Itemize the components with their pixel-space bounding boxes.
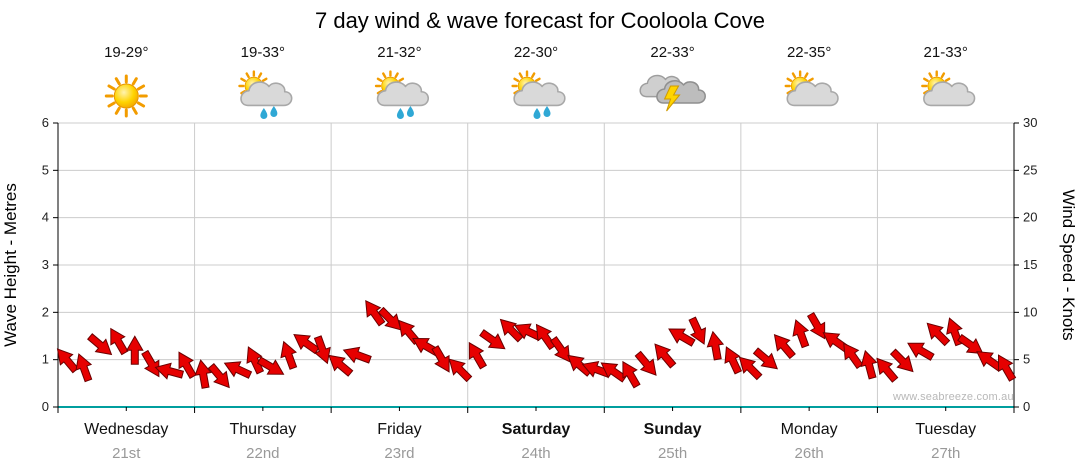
watermark: www.seabreeze.com.au [893,391,1014,403]
day-temp-range: 21-32° [377,44,421,61]
day-temp-range: 22-30° [514,44,558,61]
left-axis-tick: 0 [42,399,49,414]
weather-icon-sun-cloud-rain [238,70,293,119]
left-axis-tick: 4 [42,210,49,225]
day-temp-range: 22-35° [787,44,831,61]
chart-title: 7 day wind & wave forecast for Cooloola … [314,8,765,33]
right-axis-title: Wind Speed - Knots [1059,189,1078,340]
left-axis-title: Wave Height - Metres [1,183,20,347]
weather-icon-sun-cloud [784,70,839,107]
left-axis-tick: 1 [42,352,49,367]
weather-icon-sun-cloud-rain [511,70,566,119]
left-axis-tick: 6 [42,115,49,130]
day-date: 25th [658,445,687,462]
left-axis-tick: 3 [42,257,49,272]
weather-icon-sunny [104,74,148,118]
right-axis-tick: 30 [1023,115,1037,130]
day-date: 27th [931,445,960,462]
weather-icon-sun-cloud-rain [374,70,430,119]
left-axis-tick: 5 [42,162,49,177]
day-name: Monday [781,421,838,438]
right-axis-tick: 5 [1023,352,1030,367]
right-axis-tick: 25 [1023,162,1037,177]
day-date: 23rd [384,445,414,462]
day-date: 22nd [246,445,279,462]
day-temp-range: 21-33° [924,44,968,61]
day-date: 26th [795,445,824,462]
weather-icon-sun-cloud [921,70,976,107]
day-temp-range: 22-33° [650,44,694,61]
right-axis-tick: 15 [1023,257,1037,272]
right-axis-tick: 0 [1023,399,1030,414]
wind-arrow-series [56,300,1017,389]
day-name: Tuesday [915,421,976,438]
day-name: Saturday [502,421,571,438]
right-axis-tick: 10 [1023,304,1037,319]
day-name: Thursday [230,421,297,438]
left-axis-tick: 2 [42,304,49,319]
day-date: 21st [112,445,141,462]
day-name: Sunday [644,421,702,438]
day-name: Wednesday [84,421,168,438]
day-name: Friday [377,421,421,438]
day-temp-range: 19-33° [241,44,285,61]
day-temp-range: 19-29° [104,44,148,61]
weather-icon-thunderstorm [639,74,706,112]
right-axis-tick: 20 [1023,210,1037,225]
day-date: 24th [521,445,550,462]
